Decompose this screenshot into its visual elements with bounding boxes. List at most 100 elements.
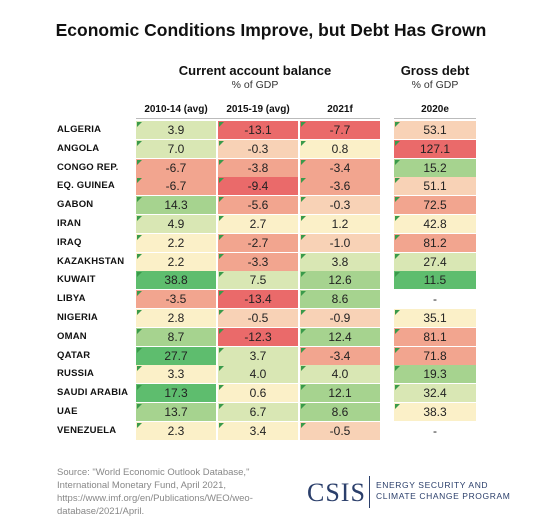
column-header-2015-19: 2015-19 (avg) <box>226 104 290 115</box>
cell-marker-icon <box>219 366 224 372</box>
cell-kuwait-col0: 38.8 <box>136 271 216 290</box>
row-label-angola: ANGOLA <box>57 142 100 154</box>
header-rule-gross-debt <box>394 118 476 119</box>
cell-marker-icon <box>395 216 400 221</box>
cell-marker-icon <box>137 310 142 315</box>
cell-marker-icon <box>137 272 142 278</box>
cell-marker-icon <box>395 253 400 259</box>
cell-marker-icon <box>137 385 142 391</box>
cell-marker-icon <box>395 385 400 391</box>
cell-marker-icon <box>301 197 306 203</box>
column-header-2020e: 2020e <box>421 104 449 115</box>
cell-venezuela-col2: -0.5 <box>300 421 380 440</box>
row-label-venezuela: VENEZUELA <box>57 424 117 436</box>
cell-marker-icon <box>137 234 142 240</box>
cell-libya-col2: 8.6 <box>300 290 380 309</box>
cell-marker-icon <box>301 404 306 409</box>
cell-gabon-col3: 72.5 <box>394 196 476 215</box>
cell-venezuela-col0: 2.3 <box>136 421 216 440</box>
cell-marker-icon <box>395 347 400 353</box>
cell-libya-col3: - <box>394 290 476 309</box>
cell-marker-icon <box>395 272 400 278</box>
header-rule-current-account <box>136 118 380 119</box>
cell-marker-icon <box>137 159 142 165</box>
cell-marker-icon <box>301 328 306 334</box>
row-label-qatar: QATAR <box>57 349 91 361</box>
cell-marker-icon <box>137 404 142 409</box>
cell-oman-col0: 8.7 <box>136 327 216 346</box>
row-label-kazakhstan: KAZAKHSTAN <box>57 255 125 267</box>
cell-marker-icon <box>137 140 142 146</box>
cell-congo-rep-col3: 15.2 <box>394 158 476 177</box>
cell-marker-icon <box>219 347 224 353</box>
cell-marker-icon <box>219 328 224 334</box>
cell-russia-col3: 19.3 <box>394 365 476 384</box>
cell-marker-icon <box>301 347 306 353</box>
cell-gabon-col1: -5.6 <box>218 196 298 215</box>
chart-title: Economic Conditions Improve, but Debt Ha… <box>55 20 487 40</box>
cell-marker-icon <box>395 310 400 315</box>
row-label-oman: OMAN <box>57 330 87 342</box>
cell-venezuela-col3: - <box>394 421 476 440</box>
cell-marker-icon <box>395 234 400 240</box>
cell-marker-icon <box>219 272 224 278</box>
cell-nigeria-col1: -0.5 <box>218 309 298 327</box>
cell-russia-col1: 4.0 <box>218 365 298 384</box>
cell-marker-icon <box>219 291 224 297</box>
cell-nigeria-col3: 35.1 <box>394 309 476 327</box>
cell-marker-icon <box>219 122 224 127</box>
cell-saudi-arabia-col1: 0.6 <box>218 384 298 403</box>
cell-marker-icon <box>301 159 306 165</box>
cell-marker-icon <box>301 234 306 240</box>
row-label-libya: LIBYA <box>57 293 86 305</box>
cell-marker-icon <box>301 272 306 278</box>
cell-marker-icon <box>301 122 306 127</box>
cell-marker-icon <box>137 197 142 203</box>
cell-qatar-col2: -3.4 <box>300 346 380 365</box>
cell-oman-col1: -12.3 <box>218 327 298 346</box>
cell-russia-col0: 3.3 <box>136 365 216 384</box>
cell-marker-icon <box>395 366 400 372</box>
logo-divider <box>369 476 370 508</box>
row-label-congo-rep: CONGO REP. <box>57 161 119 173</box>
cell-kuwait-col1: 7.5 <box>218 271 298 290</box>
cell-marker-icon <box>301 178 306 184</box>
cell-angola-col1: -0.3 <box>218 139 298 158</box>
column-header-2010-14: 2010-14 (avg) <box>144 104 208 115</box>
row-label-eq-guinea: EQ. GUINEA <box>57 180 115 192</box>
cell-eq-guinea-col2: -3.6 <box>300 177 380 196</box>
cell-oman-col2: 12.4 <box>300 327 380 346</box>
cell-nigeria-col2: -0.9 <box>300 309 380 327</box>
cell-marker-icon <box>137 216 142 221</box>
cell-marker-icon <box>301 310 306 315</box>
cell-marker-icon <box>137 178 142 184</box>
cell-iraq-col3: 81.2 <box>394 233 476 252</box>
cell-algeria-col0: 3.9 <box>136 121 216 139</box>
row-label-kuwait: KUWAIT <box>57 274 96 286</box>
cell-gabon-col2: -0.3 <box>300 196 380 215</box>
cell-eq-guinea-col0: -6.7 <box>136 177 216 196</box>
cell-marker-icon <box>219 422 224 428</box>
cell-algeria-col2: -7.7 <box>300 121 380 139</box>
source-note: Source: "World Economic Outlook Database… <box>57 467 253 517</box>
cell-uae-col1: 6.7 <box>218 403 298 421</box>
current-account-group-subtitle: % of GDP <box>231 79 279 91</box>
cell-qatar-col0: 27.7 <box>136 346 216 365</box>
cell-marker-icon <box>395 197 400 203</box>
cell-marker-icon <box>219 140 224 146</box>
cell-marker-icon <box>219 178 224 184</box>
cell-algeria-col3: 53.1 <box>394 121 476 139</box>
cell-marker-icon <box>137 291 142 297</box>
cell-marker-icon <box>395 328 400 334</box>
cell-marker-icon <box>301 385 306 391</box>
cell-angola-col2: 0.8 <box>300 139 380 158</box>
cell-marker-icon <box>301 140 306 146</box>
cell-uae-col3: 38.3 <box>394 403 476 421</box>
cell-iran-col3: 42.8 <box>394 215 476 233</box>
program-name-line-2: CLIMATE CHANGE PROGRAM <box>376 491 511 501</box>
cell-marker-icon <box>137 253 142 259</box>
row-label-iran: IRAN <box>57 218 82 229</box>
cell-saudi-arabia-col3: 32.4 <box>394 384 476 403</box>
cell-kazakhstan-col1: -3.3 <box>218 252 298 271</box>
cell-qatar-col1: 3.7 <box>218 346 298 365</box>
